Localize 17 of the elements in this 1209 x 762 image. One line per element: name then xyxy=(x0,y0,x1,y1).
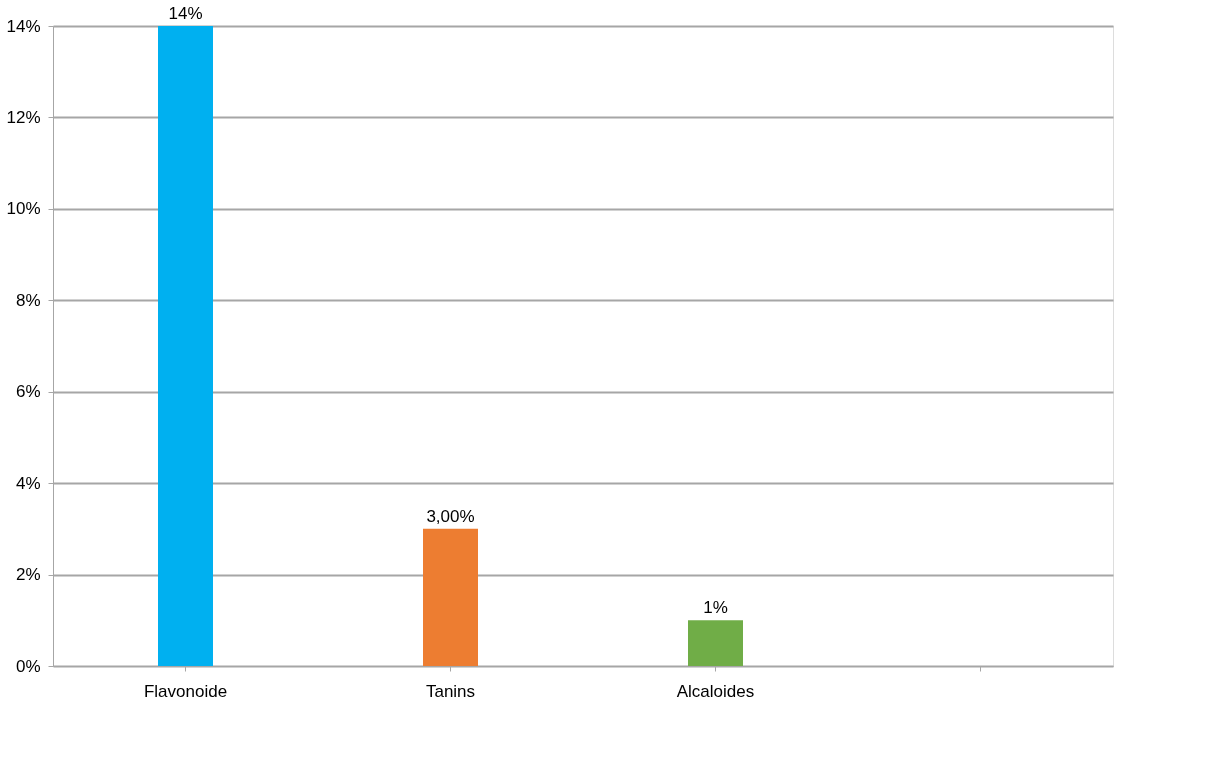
bar xyxy=(423,528,478,666)
y-tick-label: 4% xyxy=(15,473,41,493)
bar xyxy=(688,620,743,666)
bar xyxy=(158,26,213,666)
y-tick-label: 0% xyxy=(15,656,41,676)
y-tick-label: 8% xyxy=(15,290,41,310)
x-tick-label: Tanins xyxy=(425,681,476,701)
x-tick-label: Flavonoide xyxy=(143,681,228,701)
data-label: 14% xyxy=(168,4,203,23)
y-tick-label: 12% xyxy=(6,107,41,127)
y-tick-label: 6% xyxy=(15,382,41,402)
y-tick-label: 10% xyxy=(6,199,41,219)
y-tick-label: 14% xyxy=(6,16,41,36)
x-tick-label: Alcaloides xyxy=(676,681,755,701)
data-label: 3,00% xyxy=(426,506,475,526)
y-tick-label: 2% xyxy=(15,565,41,585)
data-label: 1% xyxy=(703,598,728,618)
